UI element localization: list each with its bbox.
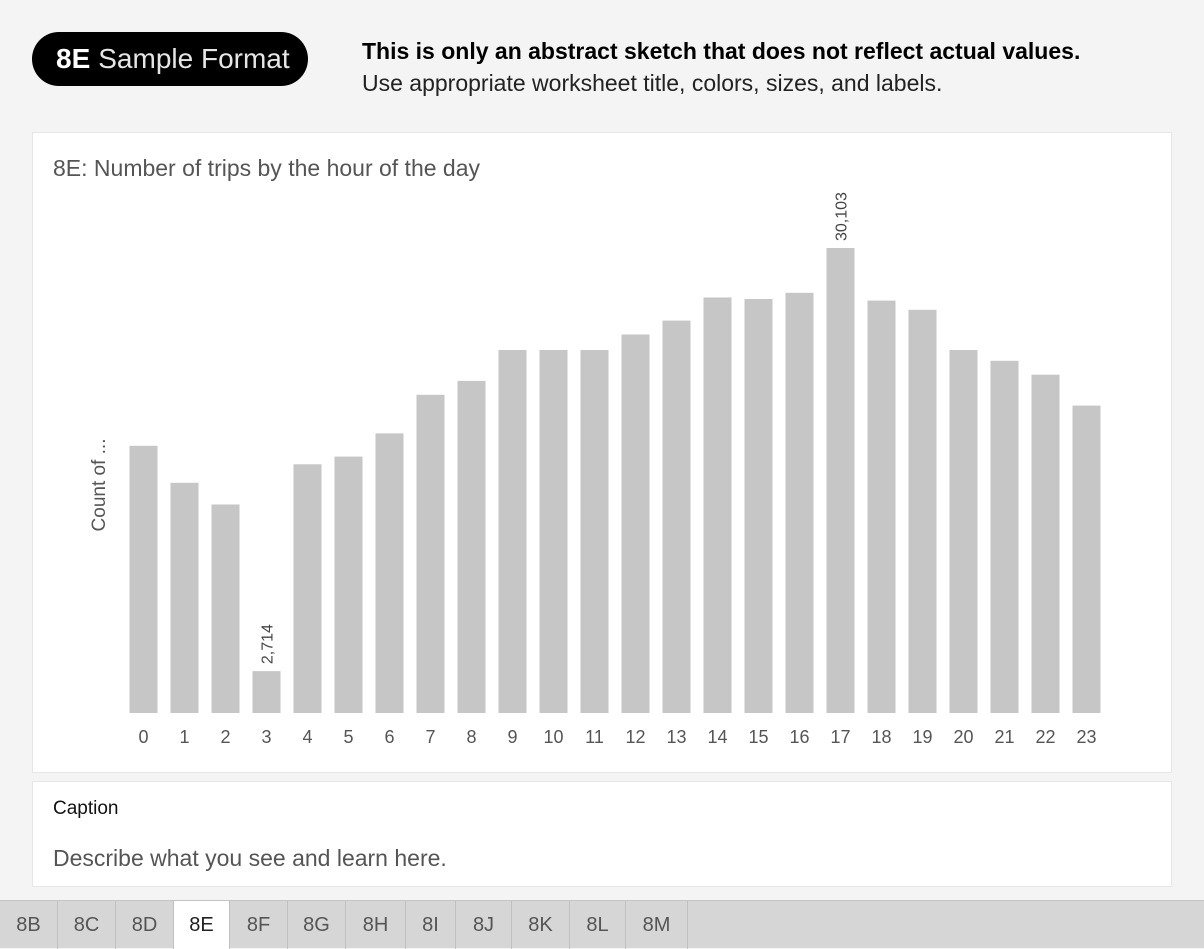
badge-label: Sample Format bbox=[98, 43, 290, 74]
bar-hour-20[interactable] bbox=[949, 350, 978, 713]
tab-8b[interactable]: 8B bbox=[0, 901, 58, 949]
tab-8i[interactable]: 8I bbox=[406, 901, 456, 949]
bar-hour-14[interactable] bbox=[703, 297, 732, 714]
caption-title: Caption bbox=[53, 798, 119, 819]
bar-data-label: 2,714 bbox=[260, 624, 277, 664]
tab-8m[interactable]: 8M bbox=[626, 901, 688, 949]
x-tick-label: 6 bbox=[384, 727, 394, 747]
bar-hour-19[interactable] bbox=[908, 309, 937, 713]
bar-hour-6[interactable] bbox=[375, 433, 404, 713]
sheet-tab-bar: 8B 8C 8D 8E 8F 8G 8H 8I 8J 8K 8L 8M bbox=[0, 900, 1204, 949]
tab-8h[interactable]: 8H bbox=[346, 901, 406, 949]
x-tick-label: 22 bbox=[1035, 727, 1055, 747]
tab-8f[interactable]: 8F bbox=[230, 901, 288, 949]
bar-hour-13[interactable] bbox=[662, 320, 691, 713]
x-tick-label: 13 bbox=[666, 727, 686, 747]
bar-hour-17[interactable] bbox=[826, 248, 855, 713]
caption-body[interactable]: Describe what you see and learn here. bbox=[53, 845, 447, 871]
x-tick-label: 19 bbox=[912, 727, 932, 747]
bar-hour-10[interactable] bbox=[539, 350, 568, 713]
bar-hour-21[interactable] bbox=[990, 360, 1019, 713]
tab-8k[interactable]: 8K bbox=[512, 901, 570, 949]
x-tick-label: 5 bbox=[343, 727, 353, 747]
bar-hour-18[interactable] bbox=[867, 300, 896, 713]
caption-panel[interactable]: Caption Describe what you see and learn … bbox=[32, 781, 1172, 887]
x-tick-label: 9 bbox=[507, 727, 517, 747]
x-tick-label: 23 bbox=[1076, 727, 1096, 747]
x-tick-label: 20 bbox=[953, 727, 973, 747]
tab-8c[interactable]: 8C bbox=[58, 901, 116, 949]
bar-hour-12[interactable] bbox=[621, 334, 650, 714]
tab-8d[interactable]: 8D bbox=[116, 901, 174, 949]
tab-8e[interactable]: 8E bbox=[174, 901, 230, 949]
header: 8E Sample Format This is only an abstrac… bbox=[0, 0, 1204, 120]
bar-hour-5[interactable] bbox=[334, 456, 363, 713]
x-tick-label: 17 bbox=[830, 727, 850, 747]
chart-panel: 8E: Number of trips by the hour of the d… bbox=[32, 132, 1172, 773]
x-tick-label: 11 bbox=[585, 727, 604, 747]
bar-hour-4[interactable] bbox=[293, 464, 322, 713]
notice-line-1: This is only an abstract sketch that doe… bbox=[362, 38, 1081, 64]
bar-hour-3[interactable] bbox=[252, 671, 281, 713]
bar-hour-0[interactable] bbox=[129, 445, 158, 713]
x-tick-label: 10 bbox=[543, 727, 563, 747]
bar-hour-7[interactable] bbox=[416, 394, 445, 713]
x-tick-label: 2 bbox=[220, 727, 230, 747]
bar-hour-11[interactable] bbox=[580, 350, 609, 713]
x-tick-label: 16 bbox=[789, 727, 809, 747]
x-tick-label: 21 bbox=[994, 727, 1014, 747]
tab-8g[interactable]: 8G bbox=[288, 901, 346, 949]
x-tick-label: 4 bbox=[302, 727, 312, 747]
x-tick-label: 1 bbox=[179, 727, 189, 747]
bar-hour-16[interactable] bbox=[785, 292, 814, 713]
bar-hour-8[interactable] bbox=[457, 380, 486, 713]
bar-hour-15[interactable] bbox=[744, 299, 773, 713]
bar-hour-23[interactable] bbox=[1072, 405, 1101, 713]
bar-data-label: 30,103 bbox=[834, 192, 851, 241]
notice: This is only an abstract sketch that doe… bbox=[362, 36, 1162, 100]
bar-hour-1[interactable] bbox=[170, 482, 199, 713]
bar-hour-2[interactable] bbox=[211, 504, 240, 714]
x-tick-label: 0 bbox=[138, 727, 148, 747]
sample-format-badge: 8E Sample Format bbox=[32, 32, 308, 86]
x-tick-label: 18 bbox=[871, 727, 891, 747]
badge-code: 8E bbox=[56, 43, 91, 74]
x-tick-label: 7 bbox=[425, 727, 435, 747]
notice-line-2: Use appropriate worksheet title, colors,… bbox=[362, 70, 943, 96]
x-tick-label: 14 bbox=[707, 727, 727, 747]
x-tick-label: 12 bbox=[625, 727, 645, 747]
bar-chart: Count of ... 0 1 2 3 4 5 6 7 8 9 10 11 12 13 14 15 16 17 1… bbox=[89, 192, 1101, 747]
bar-hour-22[interactable] bbox=[1031, 374, 1060, 713]
tab-8l[interactable]: 8L bbox=[570, 901, 626, 949]
x-tick-label: 15 bbox=[748, 727, 768, 747]
x-tick-label: 3 bbox=[261, 727, 271, 747]
tab-8j[interactable]: 8J bbox=[456, 901, 512, 949]
x-tick-label: 8 bbox=[466, 727, 476, 747]
bar-hour-9[interactable] bbox=[498, 350, 527, 713]
chart-title: 8E: Number of trips by the hour of the d… bbox=[53, 155, 481, 181]
y-axis-label: Count of ... bbox=[89, 439, 110, 532]
